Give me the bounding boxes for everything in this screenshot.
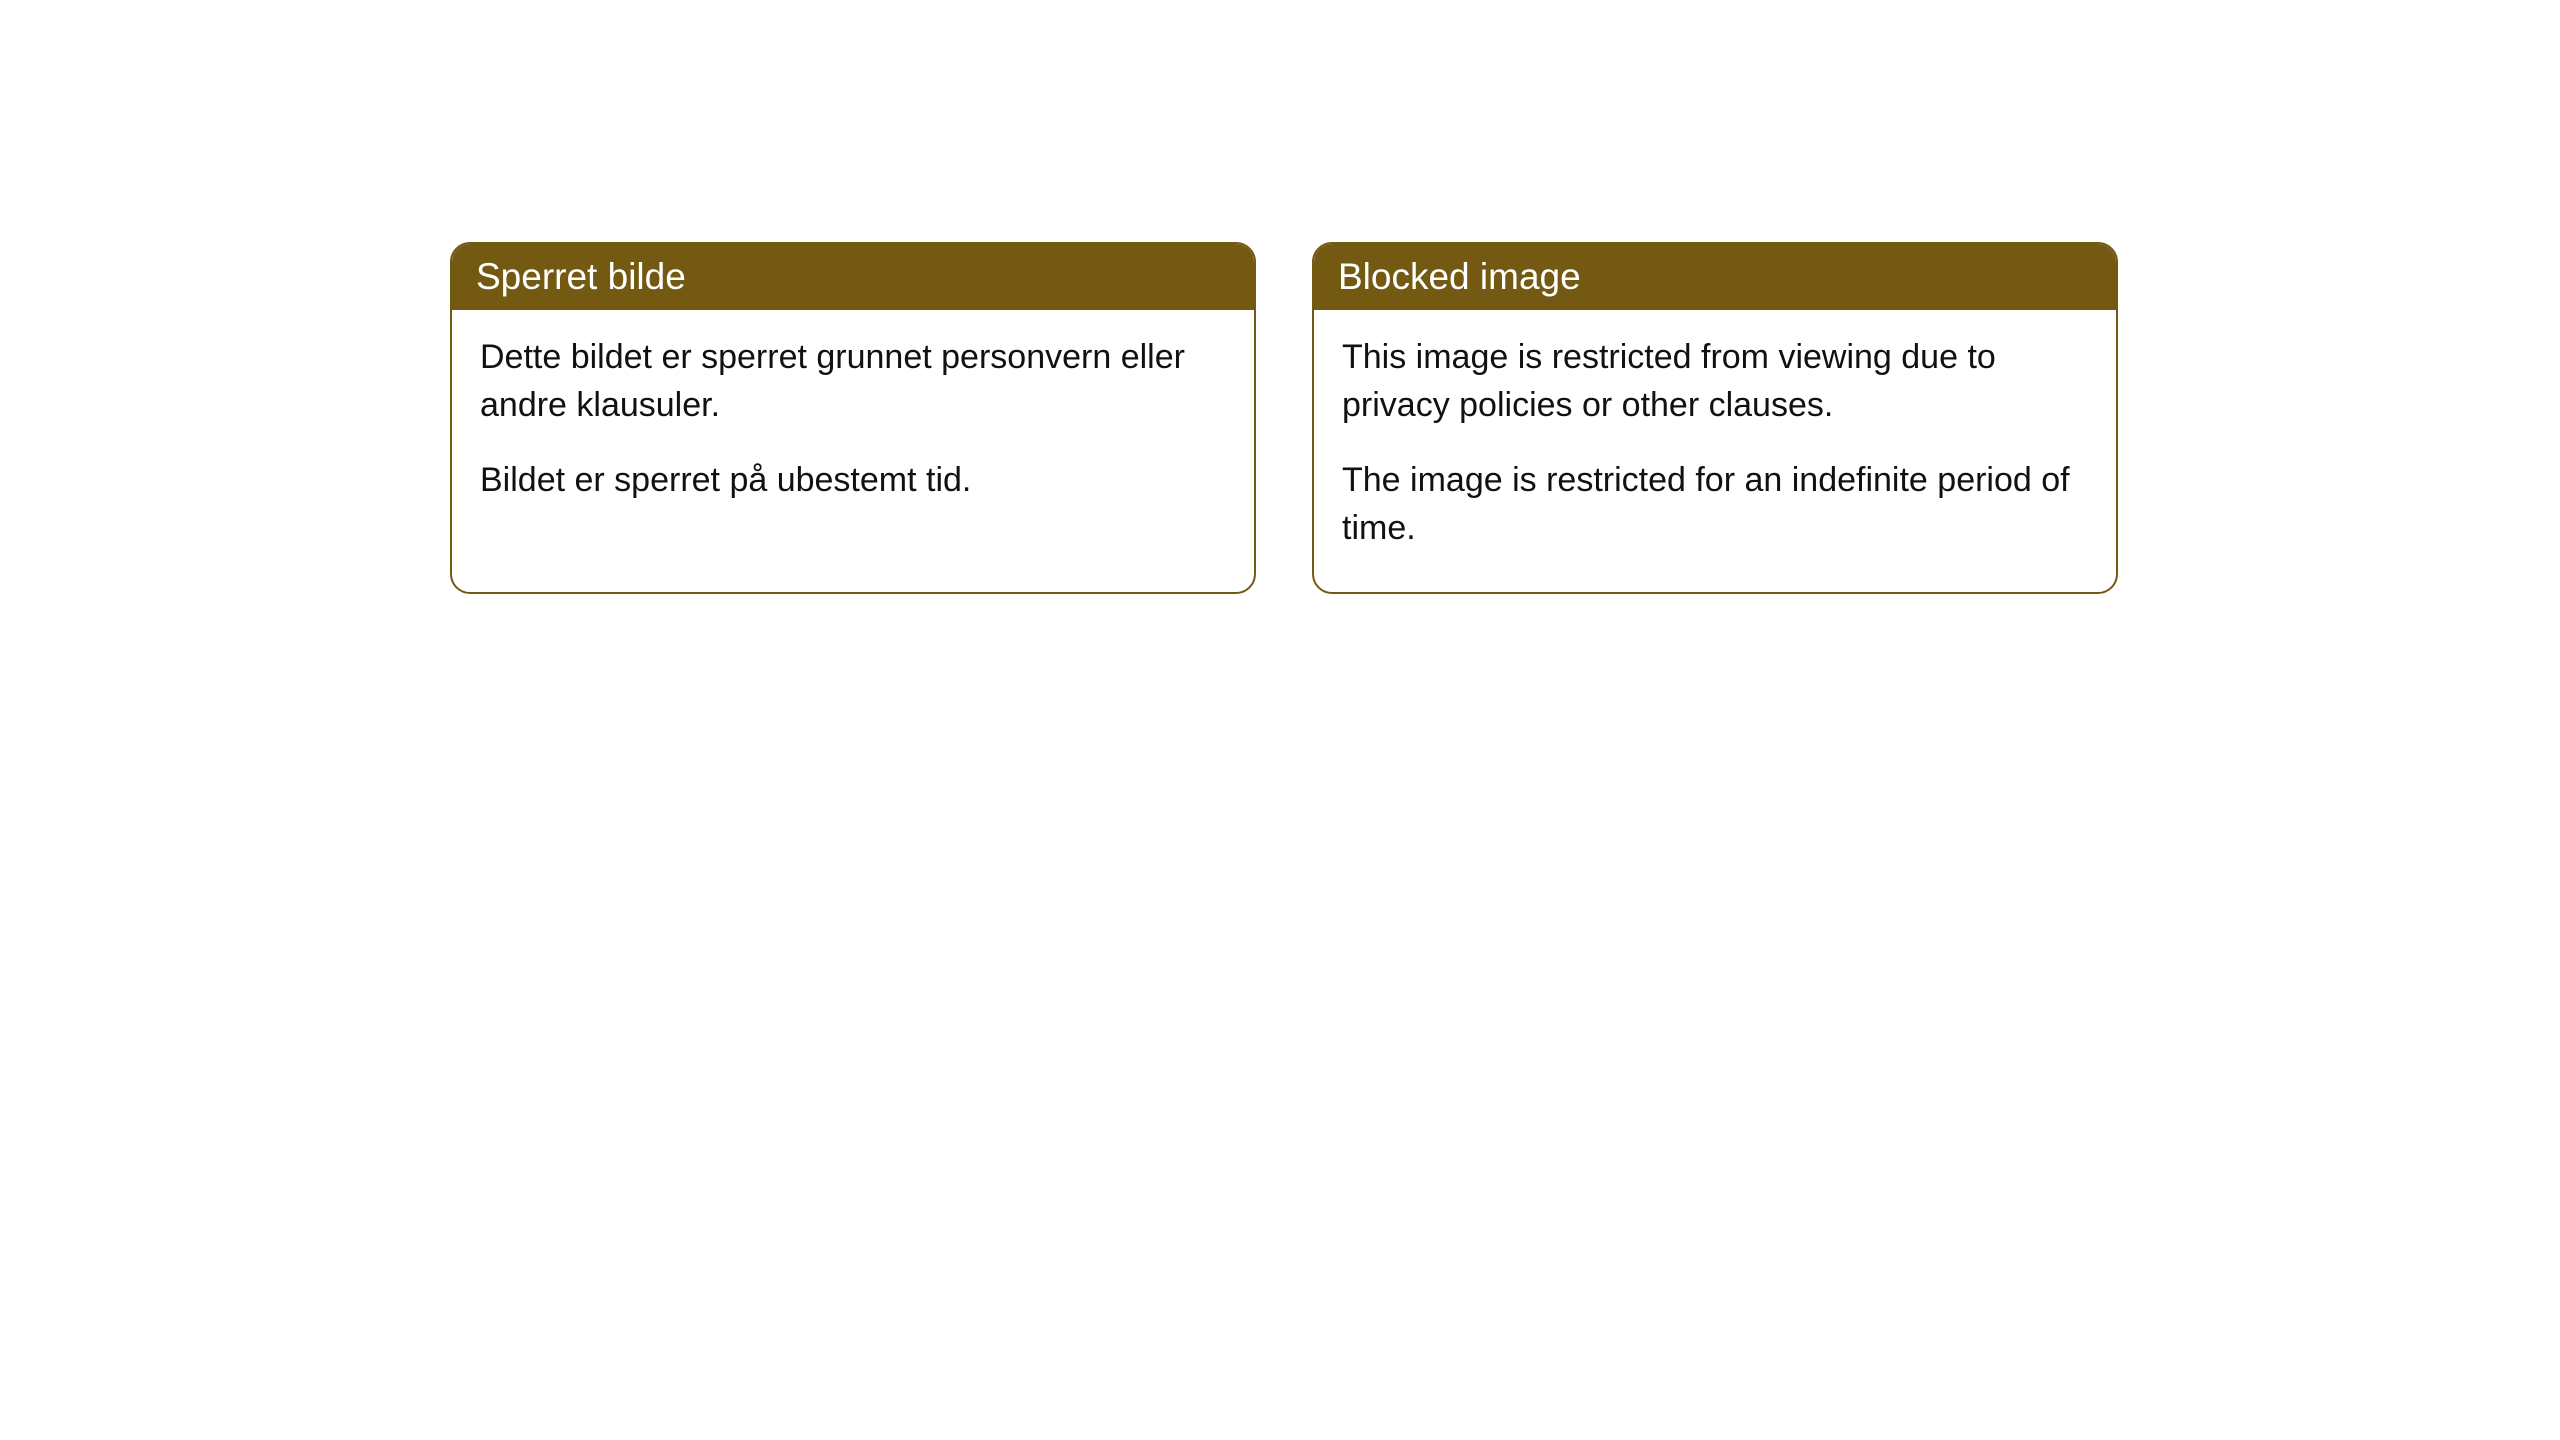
card-header: Blocked image [1314,244,2116,310]
card-paragraph: The image is restricted for an indefinit… [1342,457,2088,552]
card-paragraph: Bildet er sperret på ubestemt tid. [480,457,1226,505]
card-header: Sperret bilde [452,244,1254,310]
card-title: Sperret bilde [476,256,686,297]
card-paragraph: Dette bildet er sperret grunnet personve… [480,334,1226,429]
card-paragraph: This image is restricted from viewing du… [1342,334,2088,429]
notice-card-norwegian: Sperret bilde Dette bildet er sperret gr… [450,242,1256,594]
notice-cards-container: Sperret bilde Dette bildet er sperret gr… [450,242,2118,594]
card-body: Dette bildet er sperret grunnet personve… [452,310,1254,545]
card-body: This image is restricted from viewing du… [1314,310,2116,592]
card-title: Blocked image [1338,256,1581,297]
notice-card-english: Blocked image This image is restricted f… [1312,242,2118,594]
